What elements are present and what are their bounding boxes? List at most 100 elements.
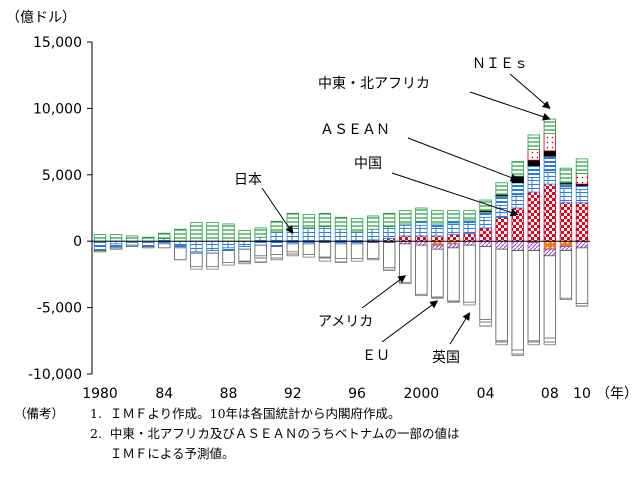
bar-segment-america <box>238 248 251 262</box>
y-tick-label: 15,000 <box>33 35 82 51</box>
bar-segment-america <box>206 252 219 267</box>
bar-segment-japan <box>206 240 219 251</box>
y-tick-label: 0 <box>73 234 82 250</box>
bar-segment-other_pos <box>575 158 589 174</box>
annotation-arrow <box>391 172 519 217</box>
annotation-arrow <box>449 312 471 345</box>
bar-segment-uk <box>431 244 444 250</box>
bar-segment-me_na <box>559 183 573 189</box>
bar-segment-other_neg <box>206 266 219 270</box>
bar-segment-me_na <box>575 185 589 190</box>
bar-segment-other_neg <box>559 297 573 301</box>
bar-segment-asean <box>527 159 540 166</box>
bar-segment-america <box>109 247 123 250</box>
bar-segment-other_pos <box>350 218 364 233</box>
y-tick-label: 10,000 <box>33 101 82 117</box>
bar-segment-other_pos <box>222 223 235 242</box>
bar-segment-other_pos <box>527 134 540 150</box>
bar-segment-america <box>93 250 107 253</box>
bar-segment-other_neg <box>575 303 589 307</box>
bar-segment-other_neg <box>383 267 396 271</box>
bar-segment-america <box>125 244 139 247</box>
bar-segment-other_pos <box>463 210 476 221</box>
annotation-label: アメリカ <box>318 314 373 330</box>
bar-segment-other_neg <box>222 262 235 266</box>
bar-segment-japan <box>174 240 187 246</box>
bar-segment-uk <box>415 240 428 246</box>
bar-segment-america <box>575 247 589 305</box>
x-tick-label: 92 <box>284 386 302 400</box>
bar-segment-other_neg <box>270 254 283 261</box>
bar-segment-other_neg <box>527 340 540 346</box>
bar-segment-japan <box>463 222 476 234</box>
bar-segment-me_na <box>511 182 524 196</box>
bar-segment-nies <box>527 149 540 161</box>
bar-segment-japan <box>334 228 348 242</box>
bar-segment-china <box>559 202 573 242</box>
bar-segment-me_na <box>142 242 155 247</box>
bar-segment-japan <box>190 240 203 253</box>
bar-segment-america <box>527 250 540 342</box>
bar-segment-america <box>479 246 492 320</box>
bar-segment-other_pos <box>447 210 460 222</box>
bar-segment-china <box>431 235 444 242</box>
bar-segment-japan <box>527 177 540 193</box>
bar-segment-america <box>142 246 155 249</box>
annotation-arrow <box>407 137 519 182</box>
x-tick-label: 96 <box>348 386 366 400</box>
bar-segment-other_pos <box>559 167 573 184</box>
annotation-label: 日本 <box>234 172 262 188</box>
bar-segment-japan <box>270 231 283 242</box>
bar-segment-uk <box>575 240 589 249</box>
bar-segment-japan <box>302 227 316 242</box>
bar-segment-other_pos <box>399 210 412 225</box>
bar-segment-nies <box>543 133 557 152</box>
y-tick-label: 5,000 <box>42 168 82 184</box>
notes-line-2: 2. 中東・北アフリカ及びＡＳＥＡＮのうちベトナムの一部の値は <box>90 426 460 441</box>
bar-segment-japan <box>559 187 573 204</box>
annotation-arrow <box>261 187 294 235</box>
annotation-label: 英国 <box>432 349 460 366</box>
bar-segment-other_neg <box>511 349 524 356</box>
bar-segment-me_na <box>527 165 540 178</box>
bar-segment-america <box>318 242 332 258</box>
bar-segment-other_pos <box>238 230 251 242</box>
bar-segment-america <box>366 242 380 259</box>
bar-segment-asean <box>511 175 524 184</box>
bar-segment-america <box>431 248 444 298</box>
bar-segment-america <box>350 243 364 259</box>
bar-segment-uk <box>527 242 540 251</box>
bar-segment-other_neg <box>415 293 428 297</box>
bar-segment-other_neg <box>190 266 203 270</box>
bar-segment-me_na <box>415 220 428 226</box>
bar-segment-eu <box>431 240 444 246</box>
bar-segment-other_neg <box>543 337 557 346</box>
bar-segment-other_neg <box>286 251 299 257</box>
bar-segment-america <box>174 247 187 261</box>
x-axis-label: （年） <box>596 386 633 400</box>
bar-segment-other_pos <box>270 220 283 233</box>
bar-segment-america <box>511 250 524 351</box>
bar-segment-other_pos <box>334 216 348 230</box>
annotation-label: ＥＵ <box>362 348 390 364</box>
bar-segment-other_pos <box>543 118 557 135</box>
bar-segment-uk <box>463 240 476 246</box>
bar-segment-america <box>399 243 412 283</box>
bar-segment-china <box>495 216 508 242</box>
annotation-label: 中国 <box>354 156 382 172</box>
bar-segment-china <box>479 227 492 242</box>
bar-segment-other_pos <box>511 161 524 177</box>
annotation-label: 中東・北アフリカ <box>318 76 430 92</box>
bar-segment-other_neg <box>366 258 380 261</box>
bar-segment-other_pos <box>190 222 203 242</box>
bar-segment-other_neg <box>463 301 476 306</box>
bar-segment-japan <box>366 228 380 241</box>
notes-line-1: 1. ＩＭＦより作成。10年は各国統計から内閣府作成。 <box>90 406 401 421</box>
bar-segment-china <box>575 202 589 242</box>
bar-segment-other_pos <box>318 212 332 227</box>
bar-segment-japan <box>575 189 589 204</box>
bar-segment-other_pos <box>158 232 171 239</box>
bar-segment-china <box>463 232 476 242</box>
x-tick-label: 88 <box>220 386 238 400</box>
